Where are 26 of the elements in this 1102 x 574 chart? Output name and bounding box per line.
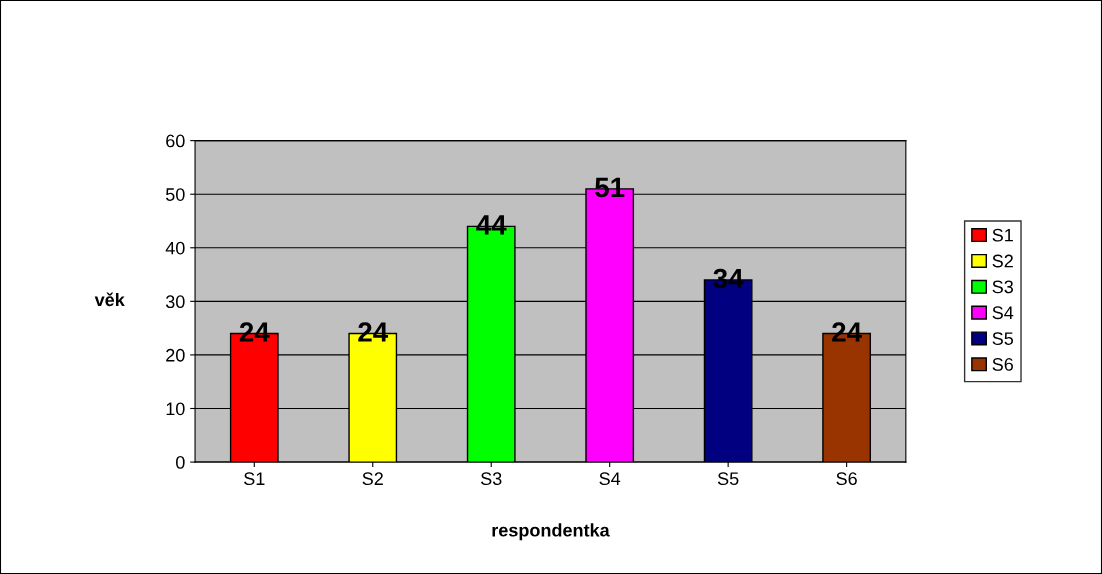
data-label: 24 (358, 322, 389, 342)
data-label: 34 (713, 268, 744, 289)
legend-label: S5 (992, 332, 1014, 345)
y-tick-label: 50 (165, 188, 185, 201)
y-tick-label: 20 (166, 348, 185, 362)
y-axis-title: věk (94, 292, 125, 307)
legend-label: S1 (992, 228, 1013, 242)
y-tick-label: 0 (176, 456, 185, 469)
x-tick-label: S4 (599, 472, 621, 486)
x-tick-label: S1 (244, 472, 265, 486)
legend-label: S4 (992, 306, 1014, 320)
x-tick-label: S5 (717, 472, 739, 486)
data-label: 24 (239, 322, 270, 342)
x-tick-label: S2 (362, 472, 383, 486)
y-tick-label: 60 (166, 134, 185, 148)
x-axis-title: respondentka (492, 523, 610, 541)
y-tick-label: 10 (166, 402, 185, 416)
legend-label: S3 (992, 280, 1013, 294)
legend-label: S2 (992, 254, 1013, 268)
data-label: 24 (832, 322, 862, 342)
x-tick-label: S6 (836, 472, 857, 486)
y-tick-label: 30 (165, 295, 185, 309)
data-label: 51 (595, 177, 625, 198)
y-tick-label: 40 (165, 241, 185, 255)
legend-label: S6 (992, 358, 1013, 371)
x-tick-label: S3 (481, 472, 502, 486)
